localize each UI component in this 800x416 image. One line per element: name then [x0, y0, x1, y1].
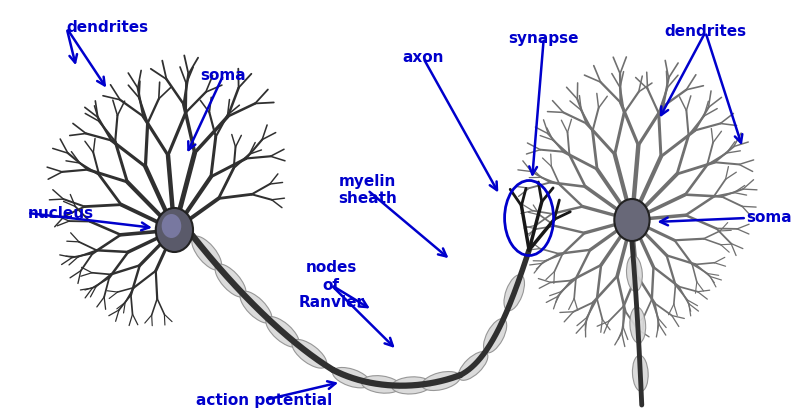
Ellipse shape — [266, 317, 299, 347]
Ellipse shape — [162, 214, 182, 238]
Ellipse shape — [392, 377, 431, 394]
Ellipse shape — [215, 264, 246, 297]
Ellipse shape — [333, 367, 370, 388]
Ellipse shape — [504, 275, 525, 311]
Text: action potential: action potential — [197, 393, 333, 408]
Ellipse shape — [633, 355, 648, 391]
Text: nodes
of
Ranvier: nodes of Ranvier — [298, 260, 364, 310]
Text: nucleus: nucleus — [27, 206, 94, 220]
Text: axon: axon — [402, 50, 444, 65]
Ellipse shape — [240, 291, 272, 323]
Ellipse shape — [422, 371, 460, 391]
Ellipse shape — [156, 208, 193, 252]
Ellipse shape — [626, 255, 642, 291]
Text: synapse: synapse — [509, 30, 579, 45]
Ellipse shape — [192, 236, 222, 270]
Ellipse shape — [292, 339, 327, 368]
Ellipse shape — [614, 199, 650, 241]
Text: soma: soma — [746, 210, 792, 225]
Text: dendrites: dendrites — [66, 20, 149, 35]
Text: soma: soma — [201, 67, 246, 82]
Text: dendrites: dendrites — [664, 25, 746, 40]
Ellipse shape — [630, 307, 646, 343]
Text: myelin
sheath: myelin sheath — [338, 174, 397, 206]
Ellipse shape — [458, 352, 488, 380]
Ellipse shape — [483, 319, 506, 353]
Ellipse shape — [362, 376, 401, 393]
